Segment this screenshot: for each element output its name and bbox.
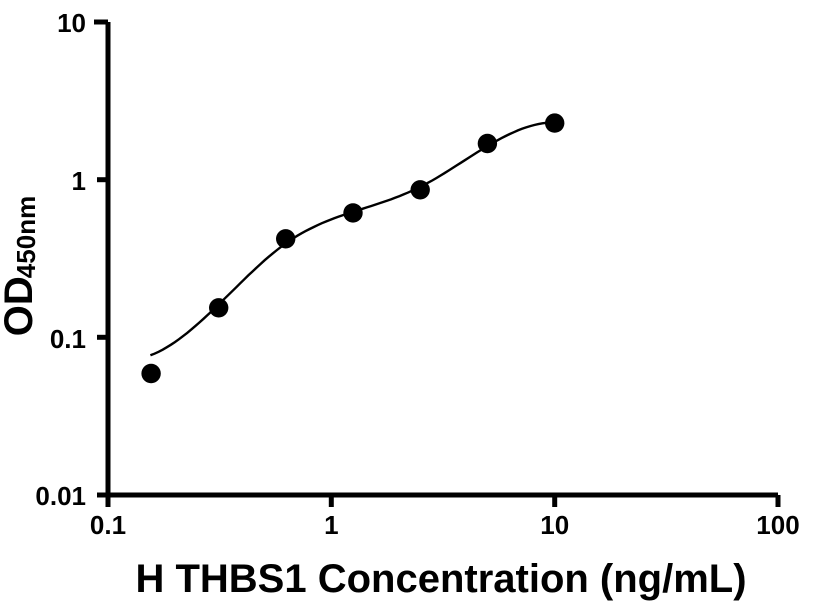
svg-text:100: 100 bbox=[756, 510, 799, 540]
svg-text:H THBS1 Concentration (ng/mL): H THBS1 Concentration (ng/mL) bbox=[135, 557, 746, 601]
svg-text:1: 1 bbox=[324, 510, 338, 540]
svg-text:10: 10 bbox=[57, 8, 86, 38]
svg-text:10: 10 bbox=[540, 510, 569, 540]
svg-text:OD450nm: OD450nm bbox=[0, 196, 41, 336]
svg-text:0.1: 0.1 bbox=[90, 510, 126, 540]
svg-text:0.01: 0.01 bbox=[35, 481, 86, 511]
svg-text:1: 1 bbox=[72, 166, 86, 196]
svg-text:0.1: 0.1 bbox=[50, 324, 86, 354]
